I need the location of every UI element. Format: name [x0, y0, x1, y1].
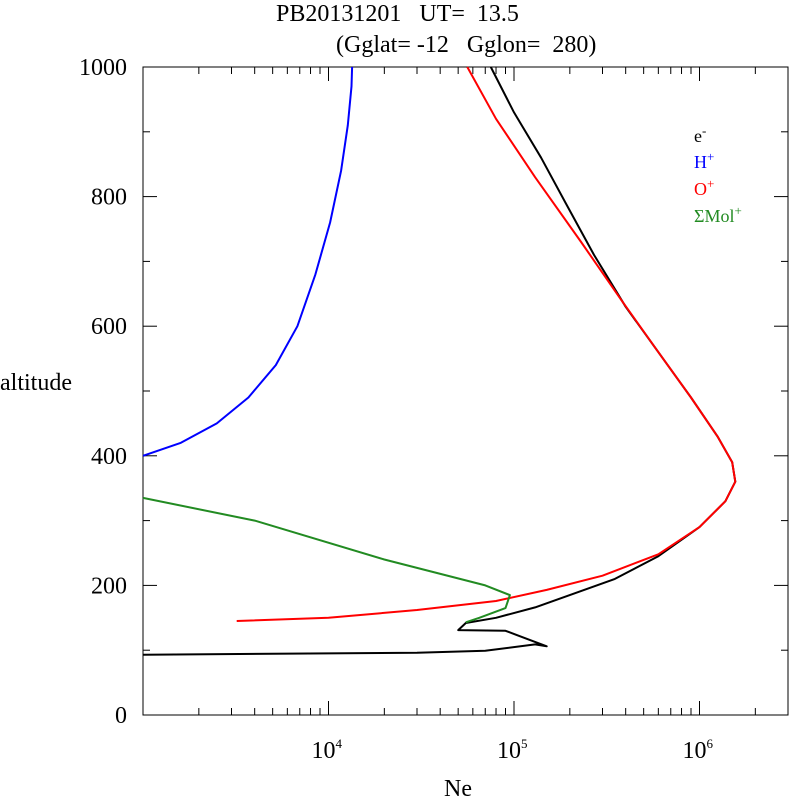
x-tick-label: 106 — [682, 736, 713, 764]
series-line-2 — [236, 66, 737, 622]
legend-entry-1: H+ — [694, 149, 714, 172]
legend: e- H+ O+ ΣMol+ — [694, 123, 742, 226]
series-line-1 — [142, 66, 354, 457]
x-axis-label: Ne — [444, 776, 472, 796]
x-tick-label: 105 — [497, 736, 528, 764]
y-ticks: 0 200 400 600 800 1000 — [79, 55, 788, 729]
x-tick-label: 104 — [311, 736, 342, 764]
x-ticks: 104 105 106 — [311, 67, 713, 764]
y-tick-label: 800 — [91, 185, 127, 211]
legend-entry-3: ΣMol+ — [694, 203, 742, 226]
y-tick-label: 400 — [91, 444, 127, 470]
chart-title-line2: (Gglat= -12 Gglon= 280) — [336, 32, 596, 58]
legend-entry-2: O+ — [694, 176, 714, 199]
plot-frame — [142, 66, 789, 716]
series-line-0 — [142, 66, 737, 656]
y-tick-label: 600 — [91, 314, 127, 340]
series-lines — [142, 66, 737, 656]
legend-entry-0: e- — [694, 123, 706, 146]
y-axis-label: altitude — [0, 370, 72, 396]
x-minor-ticks — [198, 67, 756, 715]
y-tick-label: 1000 — [79, 55, 127, 81]
y-tick-label: 0 — [115, 703, 127, 729]
chart-title-line1: PB20131201 UT= 13.5 — [276, 1, 519, 27]
y-tick-label: 200 — [91, 573, 127, 599]
series-line-3 — [142, 496, 511, 624]
